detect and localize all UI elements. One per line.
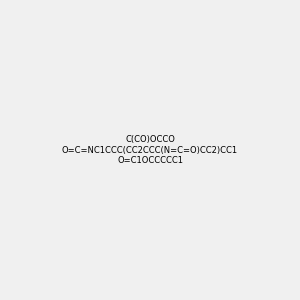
Text: C(CO)OCCO
O=C=NC1CCC(CC2CCC(N=C=O)CC2)CC1
O=C1OCCCCC1: C(CO)OCCO O=C=NC1CCC(CC2CCC(N=C=O)CC2)CC… <box>62 135 238 165</box>
